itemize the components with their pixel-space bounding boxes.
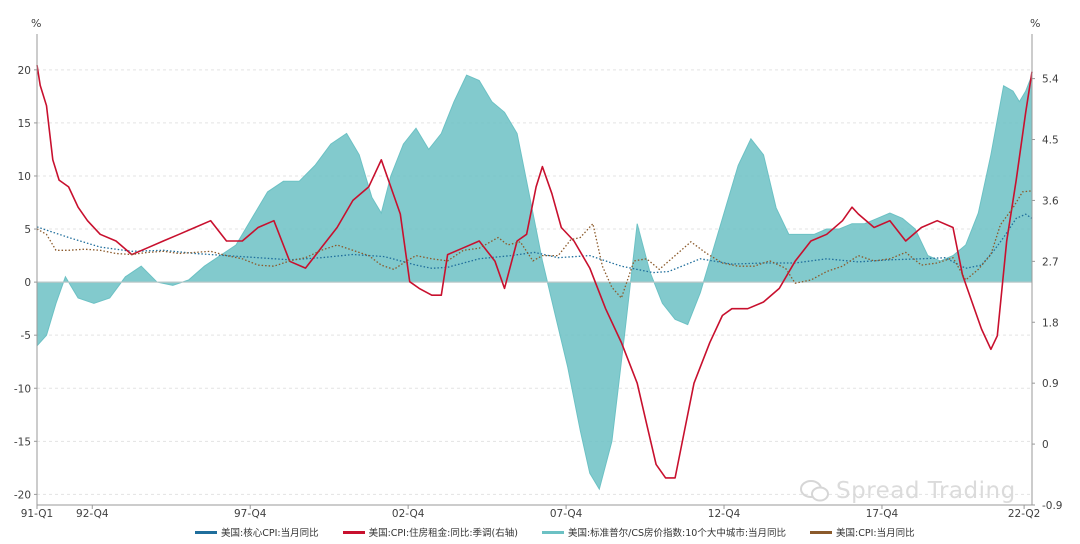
wechat-icon — [800, 479, 830, 503]
legend-swatch-case-shiller — [541, 530, 564, 534]
x-tick-label: 91-Q1 — [21, 508, 53, 520]
series-line-rent-cpi — [36, 64, 1033, 479]
right-axis-unit: % — [1030, 17, 1040, 30]
x-tick-label: 02-Q4 — [392, 508, 425, 520]
legend-item-case-shiller[interactable]: 美国:标准普尔/CS房价指数:10个大中城市:当月同比 — [541, 525, 787, 539]
right-axis-ticks: 5.4 4.5 3.6 2.7 1.8 0.9 0 -0.9 — [1042, 74, 1063, 512]
x-axis-ticks: 91-Q1 92-Q4 97-Q4 02-Q4 07-Q4 12-Q4 17-Q4 22-Q2 — [21, 508, 1041, 520]
legend-item-cpi[interactable]: 美国:CPI:当月同比 — [810, 525, 915, 539]
legend-swatch-core-cpi — [195, 530, 217, 534]
left-tick-label: -15 — [14, 436, 31, 448]
x-tick-label: 92-Q4 — [76, 508, 109, 520]
x-tick-label: 07-Q4 — [550, 508, 583, 520]
axes — [34, 34, 1035, 509]
x-tick-label: 22-Q2 — [1008, 508, 1040, 520]
right-tick-label: 2.7 — [1042, 256, 1059, 268]
right-tick-label: 3.6 — [1042, 195, 1059, 207]
left-tick-label: 5 — [24, 224, 31, 236]
right-tick-label: 1.8 — [1042, 317, 1059, 329]
left-tick-label: 0 — [24, 277, 31, 289]
x-tick-label: 97-Q4 — [234, 508, 267, 520]
x-tick-label: 17-Q4 — [866, 508, 899, 520]
left-tick-label: 20 — [18, 65, 31, 77]
right-tick-label: 0.9 — [1042, 378, 1059, 390]
left-tick-label: -5 — [21, 330, 31, 342]
right-tick-label: 5.4 — [1042, 74, 1059, 86]
watermark: Spread Trading — [800, 478, 1016, 504]
series-line-cpi — [36, 190, 1033, 299]
legend-label-case-shiller: 美国:标准普尔/CS房价指数:10个大中城市:当月同比 — [567, 528, 787, 539]
right-tick-label: -0.9 — [1042, 500, 1063, 512]
watermark-text: Spread Trading — [836, 478, 1016, 504]
left-tick-label: -10 — [14, 383, 31, 395]
series-line-core-cpi — [36, 213, 1033, 274]
left-tick-label: 15 — [18, 118, 31, 130]
left-tick-label: -20 — [14, 489, 31, 501]
legend-label-rent-cpi: 美国:CPI:住房租金:同比:季调(右轴) — [368, 528, 518, 539]
legend-label-core-cpi: 美国:核心CPI:当月同比 — [221, 528, 319, 539]
legend-item-core-cpi[interactable]: 美国:核心CPI:当月同比 — [195, 525, 319, 539]
legend-swatch-rent-cpi — [342, 530, 365, 534]
right-tick-label: 0 — [1042, 439, 1049, 451]
legend-label-cpi: 美国:CPI:当月同比 — [836, 528, 915, 539]
legend: 美国:核心CPI:当月同比 美国:CPI:住房租金:同比:季调(右轴) 美国:标… — [195, 525, 915, 539]
legend-item-rent-cpi[interactable]: 美国:CPI:住房租金:同比:季调(右轴) — [342, 525, 518, 539]
left-tick-label: 10 — [18, 171, 31, 183]
line-series — [36, 64, 1033, 479]
legend-swatch-cpi — [810, 530, 833, 534]
x-tick-label: 12-Q4 — [708, 508, 741, 520]
left-axis-unit: % — [31, 17, 41, 30]
left-axis-ticks: 20 15 10 5 0 -5 -10 -15 -20 — [14, 65, 31, 502]
right-tick-label: 4.5 — [1042, 135, 1059, 147]
